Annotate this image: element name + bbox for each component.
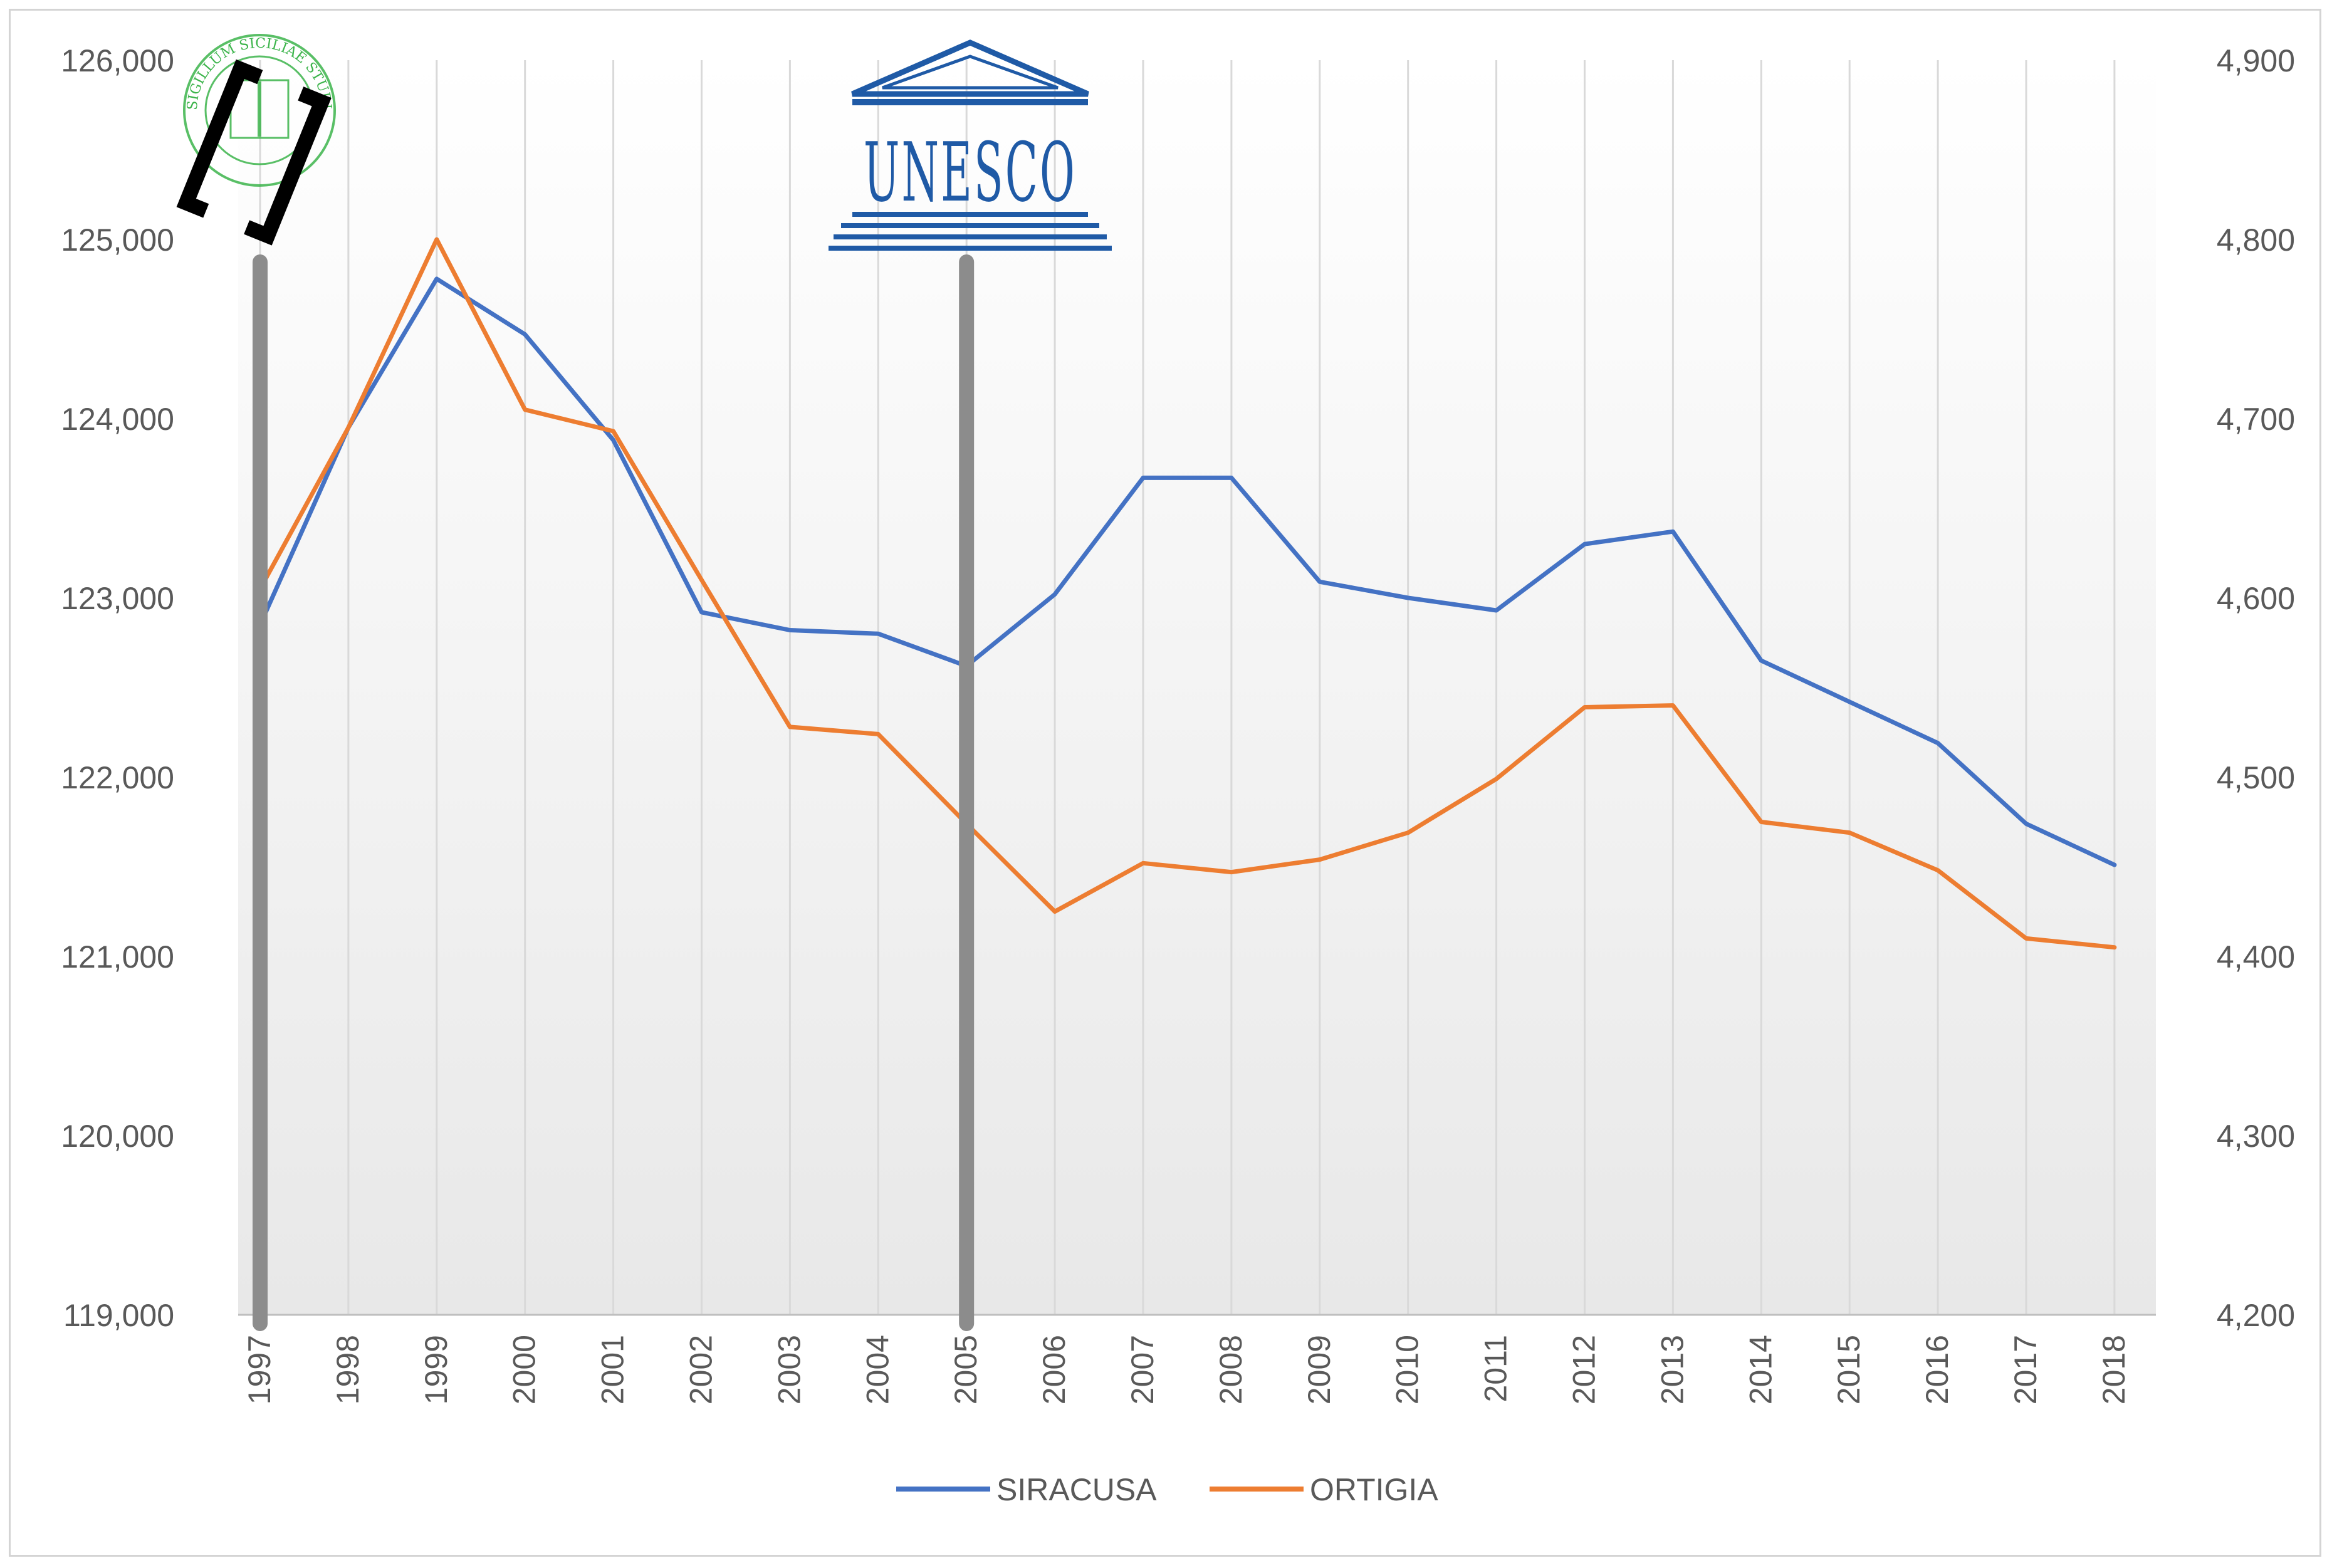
right-axis-ticks: 4,200 4,300 4,400 4,500 4,600 4,700 4,800 4,900 [2217,43,2295,1333]
seal-outer-ring [183,34,336,187]
left-axis-tick-label: 119,000 [63,1298,174,1333]
unesco-step-1 [852,212,1088,217]
x-axis-tick-label: 2008 [1213,1335,1248,1404]
unesco-logo: UNESCO [829,39,1112,251]
right-axis-tick-label: 4,300 [2217,1119,2295,1154]
right-axis-tick-label: 4,600 [2217,581,2295,616]
x-axis-tick-label: 2007 [1125,1335,1160,1404]
left-axis-tick-label: 126,000 [61,43,174,78]
marker-bars [253,254,975,1331]
x-axis-tick-label: 2016 [1920,1335,1955,1404]
unesco-step-2 [841,223,1099,228]
x-axis-tick-label: 2015 [1831,1335,1866,1404]
x-axis-tick-label: 2005 [948,1335,983,1404]
x-axis-tick-label: 2012 [1567,1335,1602,1404]
right-axis-tick-label: 4,400 [2217,939,2295,975]
left-axis-tick-label: 123,000 [61,581,174,616]
unesco-step-4 [829,246,1112,251]
series-line-ortigia [258,237,2117,950]
x-axis-tick-label: 2010 [1390,1335,1425,1404]
x-axis-tick-label: 1998 [330,1335,365,1404]
x-axis-ticks: 1997 1998 1999 2000 2001 2002 2003 2004 2005 2006… [242,1335,2131,1404]
x-axis-tick-label: 2014 [1743,1335,1778,1404]
bracket-right [244,86,332,246]
x-axis-tick-label: 2003 [771,1335,807,1404]
right-axis-tick-label: 4,200 [2217,1298,2295,1333]
left-axis-tick-label: 120,000 [61,1119,174,1154]
legend: SIRACUSA ORTIGIA [896,1472,1438,1507]
right-axis-tick-label: 4,500 [2217,760,2295,795]
left-axis-ticks: 119,000 120,000 121,000 122,000 123,000 124,0… [61,43,174,1333]
series-line-siracusa [258,276,2117,867]
left-axis-tick-label: 122,000 [61,760,174,795]
left-axis-tick-label: 121,000 [61,939,174,975]
unesco-roof [851,39,1089,97]
x-axis-tick-label: 2004 [860,1335,895,1404]
left-axis-tick-label: 124,000 [61,402,174,437]
right-axis-tick-label: 4,800 [2217,222,2295,258]
legend-ortigia-label: ORTIGIA [1310,1472,1438,1507]
x-axis-tick-label: 2018 [2096,1335,2131,1404]
x-axis-tick-label: 1997 [242,1335,277,1404]
gridlines [259,60,2116,1315]
x-axis-tick-label: 2009 [1302,1335,1337,1404]
unesco-lintel [852,99,1088,105]
right-axis-tick-label: 4,700 [2217,402,2295,437]
bracket-left [176,59,263,218]
plot-area-background [238,60,2156,1315]
unesco-text: UNESCO [864,125,1077,220]
x-axis-tick-label: 2006 [1037,1335,1072,1404]
x-axis-tick-label: 2000 [507,1335,542,1404]
left-axis-tick-label: 125,000 [61,222,174,258]
bracket-frame-icon [176,59,332,246]
series-lines [258,237,2117,950]
right-axis-tick-label: 4,900 [2217,43,2295,78]
x-axis-tick-label: 2011 [1478,1335,1514,1403]
legend-siracusa-label: SIRACUSA [996,1472,1157,1507]
x-axis-tick-label: 2002 [684,1335,719,1404]
x-axis-tick-label: 2013 [1655,1335,1690,1404]
unesco-roof-inner [882,55,1059,90]
unesco-step-3 [834,234,1107,239]
x-axis-tick-label: 1999 [419,1335,454,1404]
x-axis-tick-label: 2017 [2008,1335,2043,1404]
x-axis-tick-label: 2001 [595,1335,630,1404]
